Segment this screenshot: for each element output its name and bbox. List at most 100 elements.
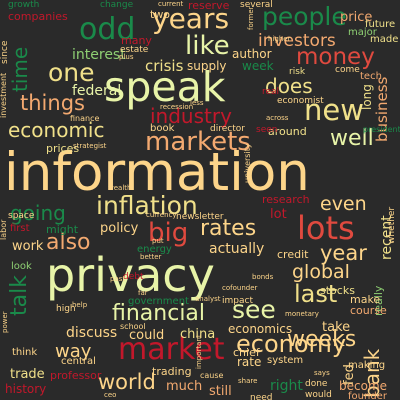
word-could: could <box>129 328 165 343</box>
word-supply: supply <box>187 59 227 73</box>
word-strategist: strategist <box>73 142 107 150</box>
word-china: china <box>180 327 216 342</box>
word-odd: odd <box>79 12 136 47</box>
word-done: done <box>305 379 328 389</box>
word-help: help <box>72 301 88 309</box>
word-way: way <box>55 341 92 362</box>
word-even: even <box>320 193 367 215</box>
word-economic: economic <box>8 118 105 142</box>
word-system: system <box>267 355 304 366</box>
word-government: government <box>128 296 189 307</box>
word-chief: chief <box>233 346 260 359</box>
word-economist: economist <box>277 96 324 106</box>
word-future: future <box>365 19 396 30</box>
word-still: still <box>209 384 232 399</box>
word-major: major <box>348 27 377 38</box>
word-take: take <box>322 320 351 335</box>
word-much: much <box>166 379 203 394</box>
word-look: look <box>11 261 32 272</box>
word-around: around <box>268 125 307 138</box>
word-talk: talk <box>7 275 32 316</box>
word-making: making <box>348 360 386 371</box>
word-president: president <box>363 125 400 134</box>
word-growth: growth <box>8 0 40 10</box>
word-since: since <box>0 40 10 64</box>
word-trade: trade <box>10 367 45 382</box>
word-finance: finance <box>70 114 100 123</box>
word-real: real <box>262 87 280 97</box>
word-far: far <box>138 289 148 297</box>
word-policy: policy <box>100 221 139 236</box>
word-see: see <box>232 295 276 324</box>
word-years: years <box>152 2 230 35</box>
word-companies: companies <box>8 10 68 23</box>
word-wealth: wealth <box>108 184 132 192</box>
word-going: going <box>10 201 66 225</box>
word-discuss: discuss <box>66 325 118 341</box>
word-put: put <box>152 237 164 245</box>
word-speak: speak <box>104 63 226 111</box>
word-economy: economy <box>236 330 347 358</box>
word-trading: trading <box>152 365 192 378</box>
word-estate: estate <box>120 45 149 55</box>
word-space: space <box>8 211 35 221</box>
word-credit: credit <box>277 248 309 261</box>
word-rate: rate <box>237 355 262 369</box>
word-says: says <box>314 369 330 377</box>
word-analyst: analyst <box>195 295 221 303</box>
word-actually: actually <box>209 241 265 257</box>
word-interest: interest <box>72 47 126 63</box>
word-labor: labor <box>0 219 8 240</box>
word-would: would <box>305 390 332 400</box>
word-world: world <box>98 370 156 394</box>
word-also: also <box>46 230 91 255</box>
word-past: past <box>110 275 126 283</box>
word-school: school <box>120 322 146 331</box>
word-currency: currency <box>146 211 177 219</box>
word-director: director <box>210 124 245 134</box>
word-former: former <box>247 6 255 30</box>
word-stocks: stocks <box>320 284 355 297</box>
word-inflation: inflation <box>96 191 198 220</box>
word-economics: economics <box>228 322 293 336</box>
word-rates: rates <box>200 216 257 241</box>
word-money: money <box>296 44 375 70</box>
word-prices: prices <box>46 142 80 155</box>
word-investment: investment <box>0 72 8 118</box>
word-industry: industry <box>150 104 232 128</box>
word-cause: cause <box>200 371 224 380</box>
word-newsletter: newsletter <box>176 212 224 222</box>
word-better: better <box>140 253 162 261</box>
word-become: become <box>339 379 388 393</box>
word-lot: lot <box>270 207 287 222</box>
word-long: long <box>360 84 374 110</box>
word-work: work <box>12 239 44 254</box>
word-lots: lots <box>297 209 355 247</box>
word-federal: federal <box>72 83 122 99</box>
word-energy: energy <box>137 244 172 255</box>
word-several: several <box>240 0 273 10</box>
word-seen: seen <box>256 125 278 135</box>
word-cofounder: cofounder <box>222 284 258 292</box>
word-higher: higher <box>268 35 291 43</box>
word-people: people <box>262 2 347 31</box>
word-like: like <box>185 31 230 61</box>
word-global: global <box>292 261 350 283</box>
word-tech: tech <box>360 71 382 82</box>
word-well: well <box>330 126 374 151</box>
word-week: week <box>242 59 274 73</box>
word-one: one <box>48 58 95 87</box>
word-course: course <box>350 304 387 317</box>
word-change: change <box>100 0 134 10</box>
word-reserve: reserve <box>188 0 230 12</box>
word-whether: whether <box>387 206 397 244</box>
word-university: university <box>243 143 252 183</box>
word-market: market <box>118 332 225 367</box>
word-price: price <box>340 10 373 25</box>
word-high: high <box>56 304 76 314</box>
word-author: author <box>232 47 272 61</box>
word-financial: financial <box>112 301 206 326</box>
word-time: time <box>8 46 32 92</box>
word-weeks: weeks <box>287 327 357 352</box>
